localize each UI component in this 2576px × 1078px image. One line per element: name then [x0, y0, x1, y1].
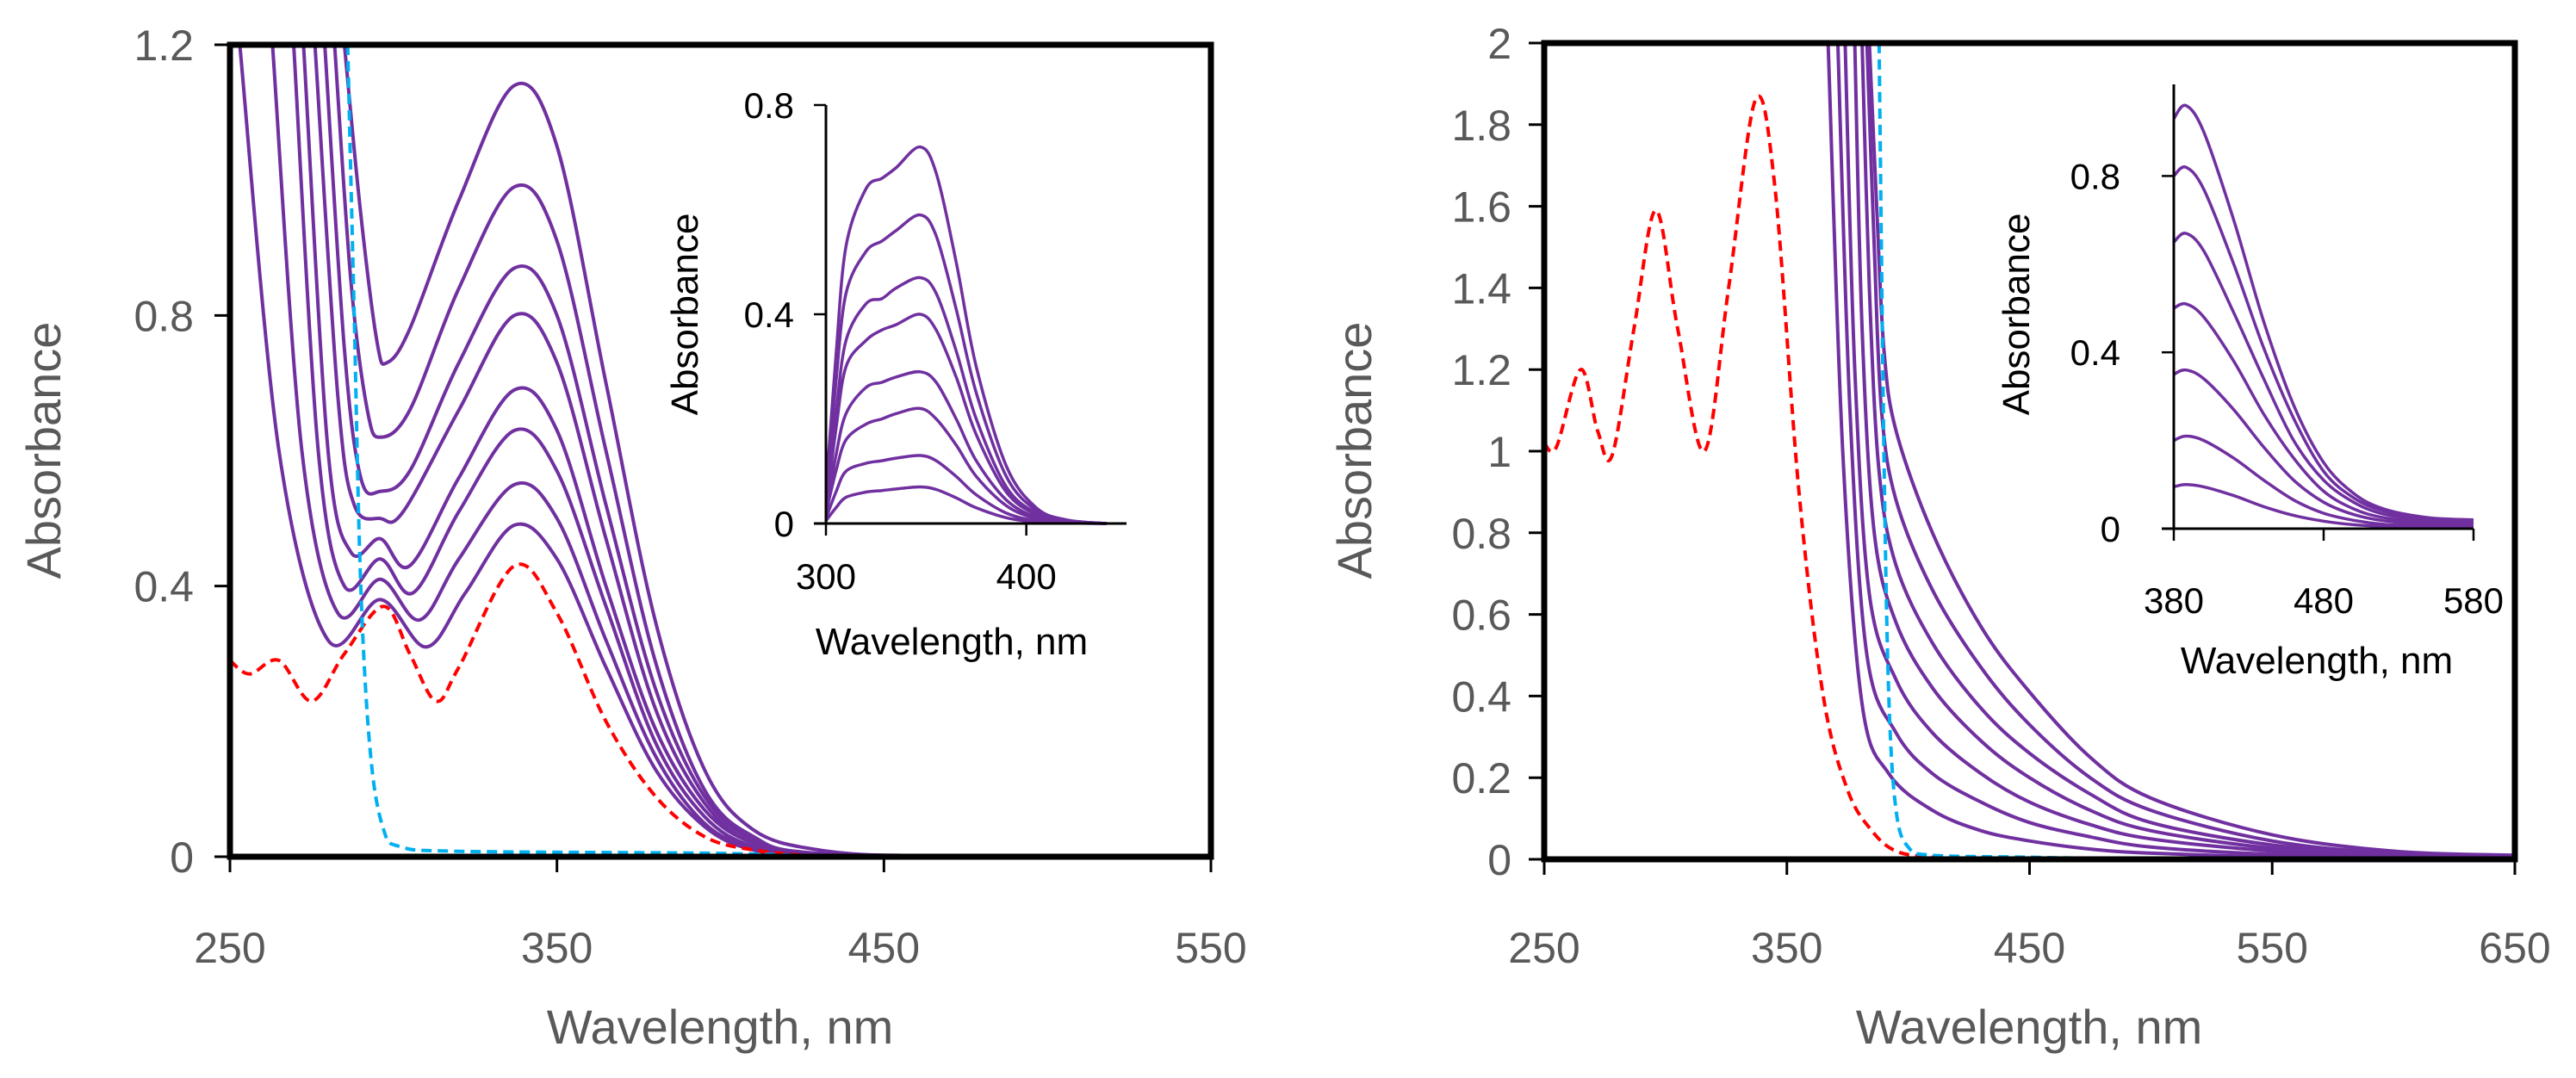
y-tick-label: 0: [774, 504, 794, 544]
series-group: [826, 145, 1107, 525]
y-tick-label: 1.2: [1451, 346, 1511, 394]
x-axis-title: Wavelength, nm: [1856, 1000, 2203, 1054]
y-tick-label: 0.8: [133, 292, 194, 340]
x-tick-label: 580: [2443, 580, 2504, 621]
series-line-purple-1: [342, 44, 1048, 858]
series-line-inset-8: [826, 485, 1107, 525]
series-line-inset-1: [826, 145, 1107, 525]
series-line-inset-6: [2174, 434, 2474, 529]
y-tick-label: 0.4: [133, 563, 194, 611]
series-line-red-dashed: [1544, 94, 1982, 861]
series-line-inset-7: [2174, 483, 2474, 530]
y-tick-label: 1.2: [133, 22, 194, 70]
series-line-inset-6: [826, 406, 1107, 525]
x-axis-title: Wavelength, nm: [547, 1000, 894, 1054]
series-group: [2174, 103, 2474, 530]
series-line-inset-5: [826, 369, 1107, 525]
series-line-purple-8: [238, 44, 1048, 858]
x-tick-label: 550: [1175, 924, 1246, 972]
series-line-purple-6: [1835, 42, 2516, 860]
y-tick-label: 1.6: [1451, 183, 1511, 232]
series-line-inset-3: [2174, 232, 2474, 525]
y-tick-label: 1.8: [1451, 102, 1511, 150]
series-line-purple-1: [1867, 42, 2516, 858]
y-tick-label: 1.4: [1451, 264, 1511, 313]
y-tick-label: 0: [2101, 509, 2120, 549]
series-line-red-dashed: [230, 562, 819, 858]
y-tick-label: 0.4: [744, 294, 794, 335]
series-line-inset-3: [826, 276, 1107, 525]
series-line-inset-4: [826, 313, 1107, 525]
series-line-inset-5: [2174, 368, 2474, 528]
x-tick-label: 400: [996, 556, 1057, 597]
plot-area: [1544, 43, 2515, 859]
plot-area: [230, 45, 1211, 857]
series-line-inset-2: [826, 213, 1107, 525]
x-tick-label: 350: [521, 924, 593, 972]
x-tick-label: 450: [1994, 924, 2065, 972]
x-tick-label: 650: [2479, 924, 2550, 972]
series-line-inset-2: [2174, 165, 2474, 524]
x-axis-title: Wavelength, nm: [816, 621, 1088, 663]
series-line-purple-2: [332, 44, 1048, 858]
x-tick-label: 300: [796, 556, 856, 597]
x-tick-label: 550: [2237, 924, 2308, 972]
series-line-inset-4: [2174, 301, 2474, 526]
series-line-purple-3: [323, 44, 1048, 858]
x-axis-title: Wavelength, nm: [2181, 640, 2453, 682]
y-axis-title: Absorbance: [16, 322, 71, 579]
y-tick-label: 0.8: [2070, 156, 2120, 196]
y-tick-label: 0.8: [1451, 510, 1511, 558]
y-tick-label: 1: [1487, 428, 1511, 476]
left-inset-chart: 0 0.4 0.8 300 400 Wavelength, nm Absorbance: [664, 85, 1127, 663]
y-tick-label: 0: [1487, 836, 1511, 884]
series-line-purple-7: [270, 44, 1048, 858]
x-tick-label: 350: [1751, 924, 1822, 972]
y-tick-label: 0.4: [1451, 672, 1511, 721]
plot-frame: [227, 41, 1214, 860]
y-tick-label: 0.4: [2070, 332, 2120, 373]
x-tick-label: 250: [1508, 924, 1580, 972]
series-line-cyan-dashed: [345, 44, 819, 858]
series-line-purple-3: [1860, 42, 2516, 859]
y-tick-label: 0.2: [1451, 754, 1511, 802]
series-line-purple-5: [301, 44, 1048, 858]
right-inset-chart: 0 0.4 0.8 380 480 580 Wavelength, nm Absorbance: [1996, 84, 2504, 682]
y-tick-label: 2: [1487, 20, 1511, 68]
series-line-purple-2: [1865, 42, 2516, 858]
series-group: [230, 44, 1048, 858]
series-line-purple-5: [1843, 42, 2516, 860]
right-main-chart: 0 0.2 0.4 0.6 0.8 1 1.2 1.4 1.6 1.8 2 250 350 450 550 6…: [1327, 20, 2551, 1054]
series-line-purple-4: [1853, 42, 2516, 859]
y-tick-label: 0: [170, 833, 194, 882]
x-tick-label: 250: [194, 924, 265, 972]
left-main-chart: 0 0.4 0.8 1.2 250 350 450 550 Wavelength, nm Abso…: [16, 22, 1247, 1054]
y-axis-title: Absorbance: [1327, 322, 1381, 579]
x-tick-label: 380: [2144, 580, 2204, 621]
x-tick-label: 480: [2294, 580, 2354, 621]
y-tick-label: 0.8: [744, 85, 794, 126]
series-line-inset-1: [2174, 103, 2474, 522]
y-axis-title: Absorbance: [1996, 214, 2038, 416]
y-axis-title: Absorbance: [664, 214, 706, 416]
y-tick-label: 0.6: [1451, 592, 1511, 640]
x-tick-label: 450: [848, 924, 920, 972]
